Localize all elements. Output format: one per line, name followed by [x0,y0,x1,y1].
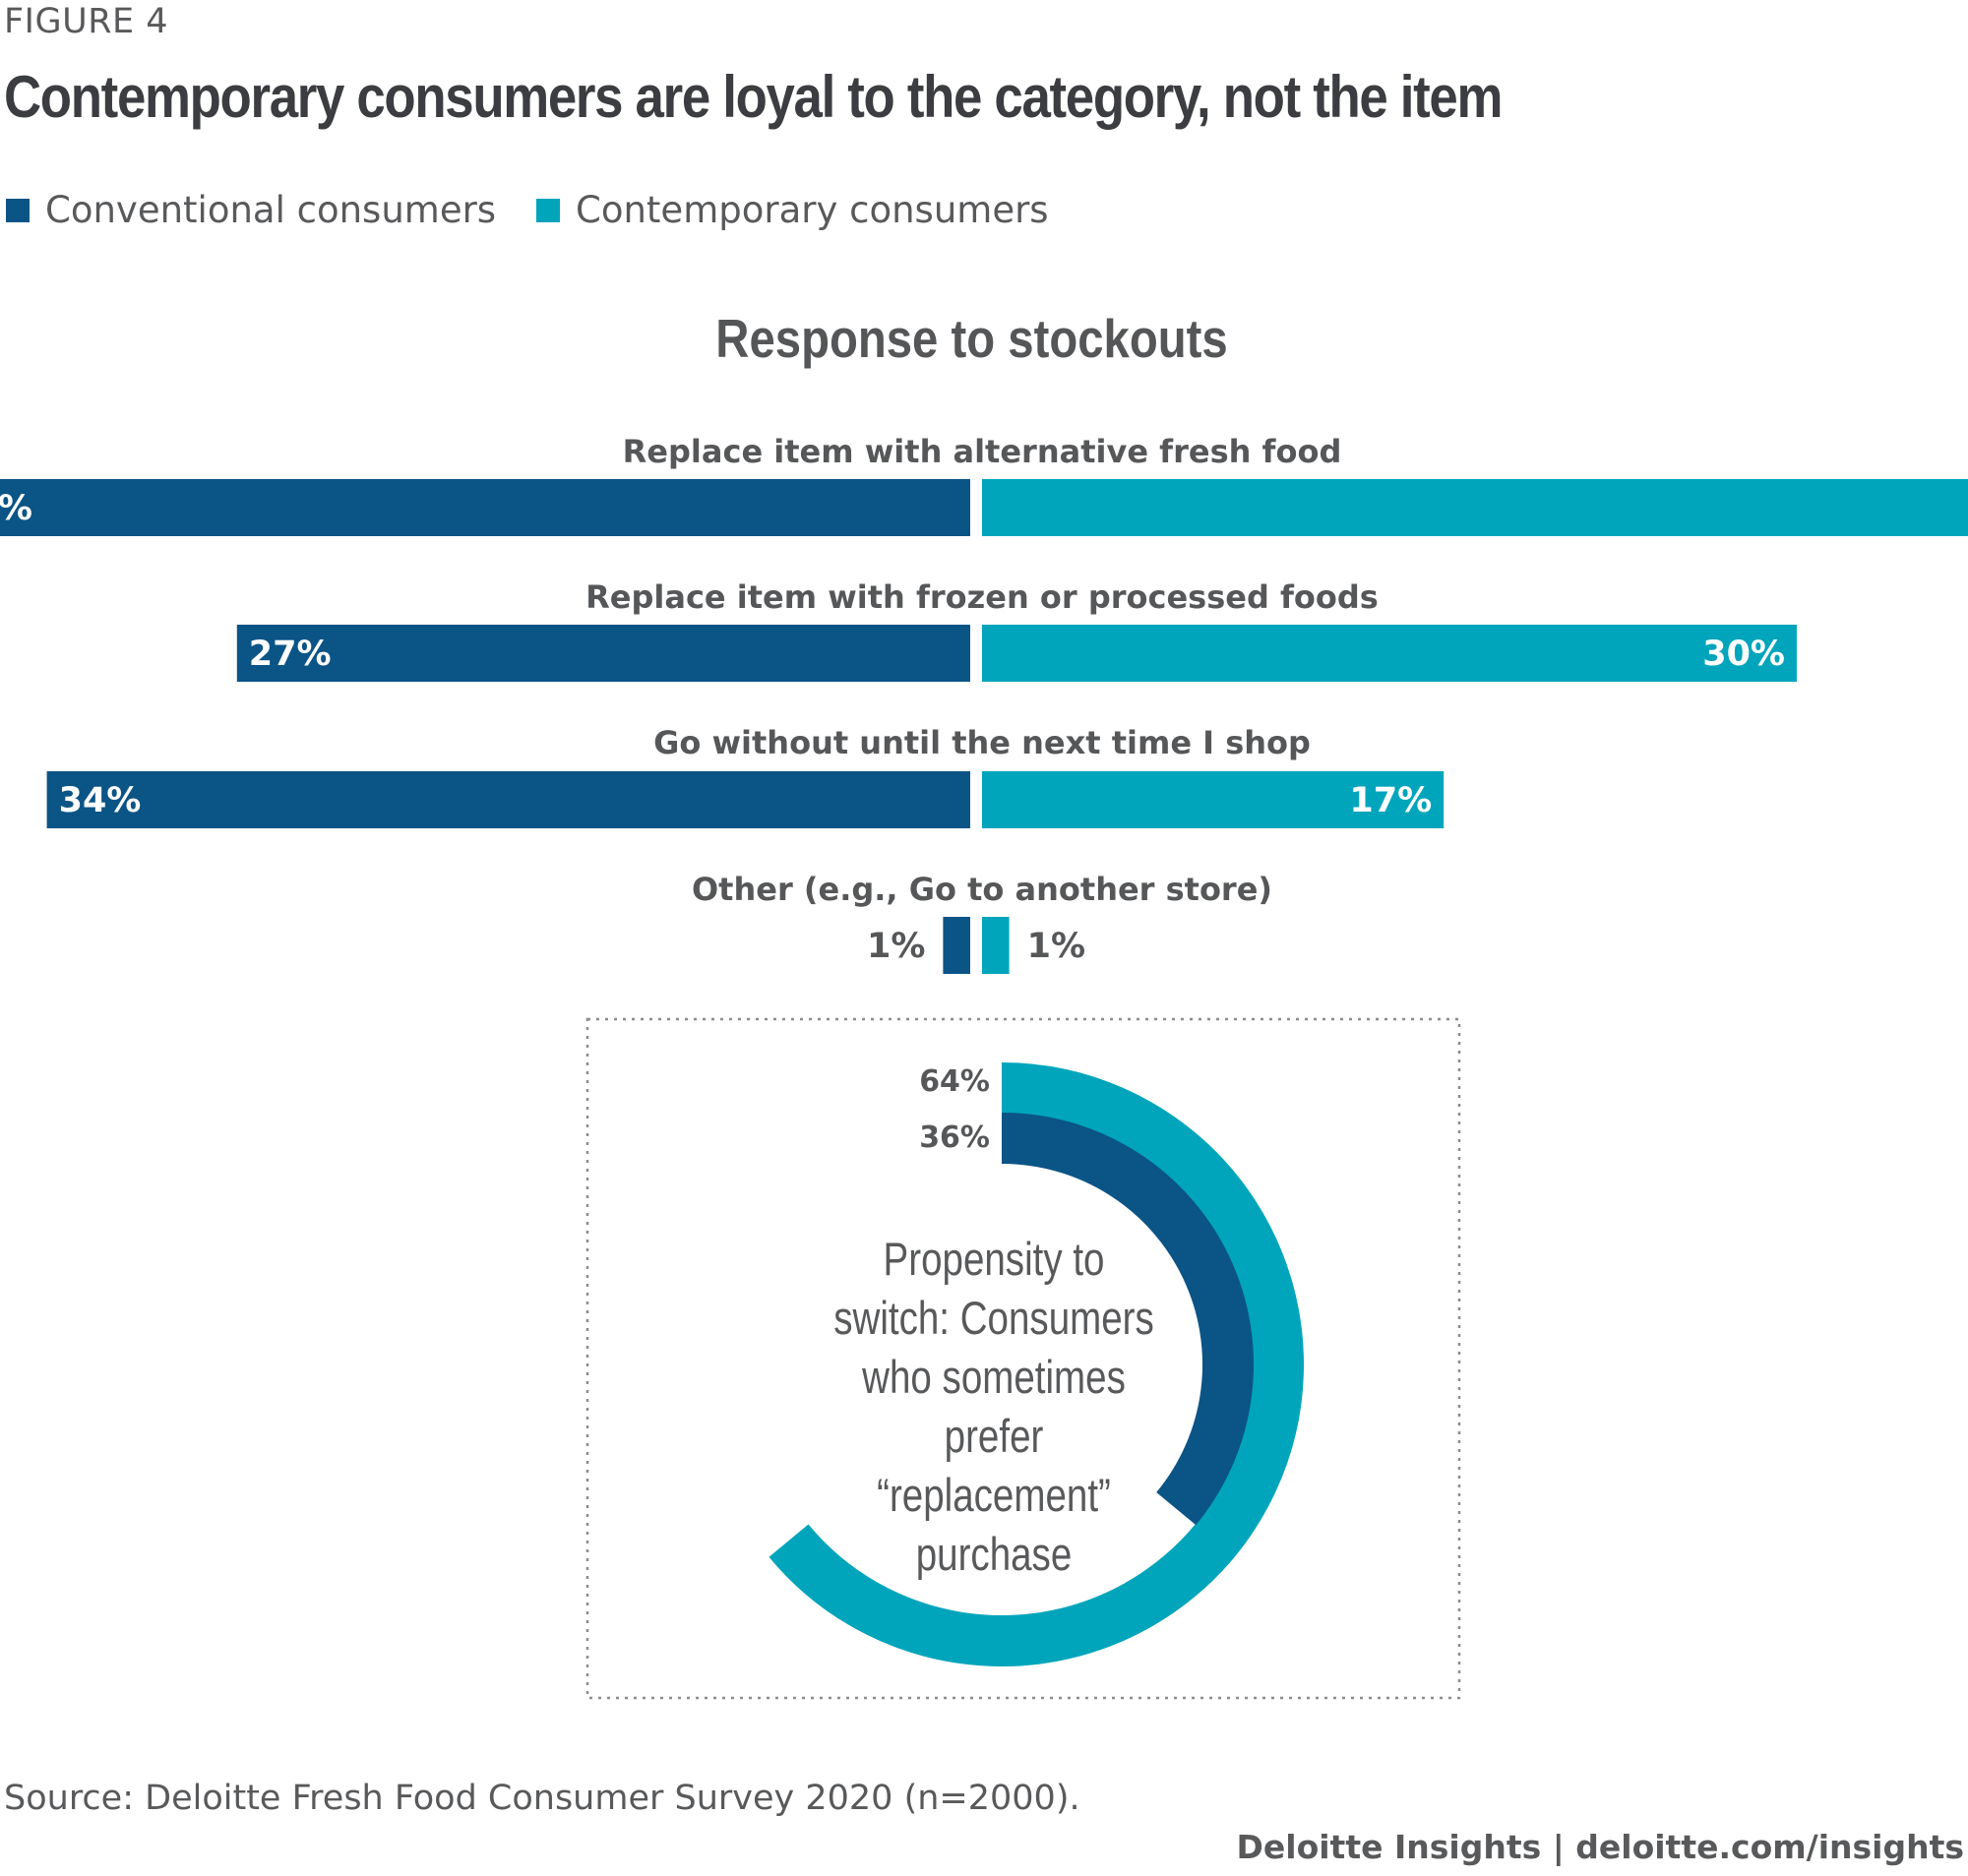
donut-caption-line: who sometimes prefer [862,1351,1126,1462]
page-title: Contemporary consumers are loyal to the … [4,64,1503,130]
footer-credit: Deloitte Insights | deloitte.com/insight… [1236,1828,1964,1866]
value-label-conventional: 1% [867,927,925,966]
legend-swatch-contemporary [536,198,560,222]
donut-caption-line: purchase [915,1528,1073,1580]
value-label-conventional: 38% [0,489,32,528]
bar-conventional [46,771,971,828]
bar-contemporary [982,771,1445,828]
value-label-conventional: 27% [249,635,332,674]
bar-contemporary [982,479,1968,536]
arc-label-contemporary: 64% [919,1064,990,1099]
value-label-contemporary: 17% [1349,781,1432,820]
bar-conventional [943,917,970,974]
bar-contemporary [982,917,1010,974]
donut-caption-line: “replacement” [877,1469,1111,1521]
legend-label-conventional: Conventional consumers [45,189,497,231]
bar-conventional [0,479,971,536]
value-label-contemporary: 1% [1027,927,1085,966]
arc-conventional [1001,1113,1254,1526]
arc-contemporary [769,1062,1304,1666]
value-label-conventional: 34% [59,781,142,820]
donut-caption-line: switch: Consumers [833,1292,1154,1344]
category-label: Replace item with frozen or processed fo… [585,578,1379,616]
category-label: Replace item with alternative fresh food [623,433,1342,470]
category-label: Other (e.g., Go to another store) [692,871,1272,908]
bar-contemporary [982,625,1797,682]
legend-item-contemporary: Contemporary consumers [536,189,1049,231]
category-label: Go without until the next time I shop [653,724,1311,761]
donut-frame [585,1017,1461,1700]
chart-title: Response to stockouts [715,308,1228,369]
legend-swatch-conventional [6,198,30,222]
donut-caption-line: Propensity to [883,1233,1105,1285]
legend-item-conventional: Conventional consumers [6,189,496,231]
value-label-contemporary: 30% [1702,635,1785,674]
source-note: Source: Deloitte Fresh Food Consumer Sur… [4,1779,1080,1818]
donut-caption: Propensity to switch: Consumers who some… [808,1230,1179,1584]
bar-conventional [236,625,971,682]
legend-label-contemporary: Contemporary consumers [576,189,1049,231]
figure-label: FIGURE 4 [4,2,169,41]
arc-label-conventional: 36% [919,1120,990,1155]
